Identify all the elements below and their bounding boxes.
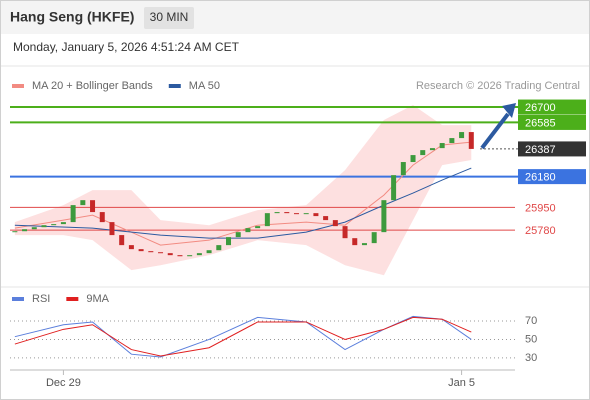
candle (196, 253, 202, 256)
candle (128, 245, 134, 250)
trend-arrow (480, 112, 510, 150)
candle (255, 226, 261, 229)
candle (226, 237, 232, 246)
credit: Research © 2026 Trading Central (416, 80, 580, 92)
legend-label: MA 20 + Bollinger Bands (32, 80, 153, 92)
bollinger-band (14, 105, 472, 276)
candle (332, 220, 338, 227)
plot: MA 20 + Bollinger Bands MA 50 26700 26585 26… (1, 80, 589, 389)
candle (274, 212, 280, 214)
candle (177, 255, 183, 257)
candle (99, 212, 105, 223)
candle (293, 213, 299, 215)
legend-swatch (12, 297, 24, 301)
legend-label: RSI (32, 293, 50, 305)
candle (245, 228, 251, 233)
level-box (518, 141, 586, 157)
candle (41, 225, 47, 228)
candle (459, 132, 465, 139)
candle (119, 235, 125, 246)
candle (313, 213, 319, 217)
candle (468, 132, 474, 149)
y-tick-label: 30 (525, 352, 537, 364)
candle (439, 143, 445, 149)
header-bar (1, 1, 589, 34)
x-tick-label: Jan 5 (448, 377, 475, 389)
level-box (518, 114, 586, 130)
candle (429, 148, 435, 151)
y-tick-label: 50 (525, 333, 537, 345)
level-label: 26700 (525, 102, 556, 114)
candle (90, 200, 96, 213)
level-label: 25950 (525, 202, 556, 214)
candle (109, 222, 115, 236)
candle (187, 255, 193, 257)
candle (167, 253, 173, 256)
legend-swatch (168, 84, 181, 88)
level-label: 26180 (525, 172, 556, 184)
trend-arrow-head (502, 103, 516, 118)
candle (31, 227, 37, 230)
legend-swatch (66, 297, 79, 301)
candle (80, 200, 86, 206)
level-label: 26387 (525, 144, 556, 156)
timestamp: Monday, January 5, 2026 4:51:24 AM CET (13, 40, 240, 54)
candle (323, 216, 329, 221)
candle (70, 205, 76, 223)
candle (352, 238, 358, 246)
interval: 30 MIN (150, 10, 189, 24)
title: Hang Seng (HKFE) (10, 9, 134, 25)
candle (381, 200, 387, 233)
rsi-line (14, 316, 472, 357)
candle (371, 232, 377, 244)
candle (420, 150, 426, 156)
candle (235, 232, 241, 238)
candle (138, 249, 144, 252)
candle (148, 251, 154, 253)
y-tick-label: 70 (525, 315, 537, 327)
candle (264, 213, 270, 227)
ma-line (14, 167, 472, 239)
candle (342, 226, 348, 239)
candle (22, 229, 28, 232)
candle (158, 252, 164, 254)
interval-badge (144, 7, 194, 29)
candle (60, 222, 66, 225)
legend-swatch (12, 84, 24, 88)
candle (51, 224, 57, 226)
candle (400, 162, 406, 176)
candle (284, 212, 290, 214)
level-label: 25780 (525, 225, 556, 237)
x-tick-label: Dec 29 (46, 377, 81, 389)
candle (12, 231, 18, 233)
candle (206, 250, 212, 254)
legend-label: 9MA (86, 293, 109, 305)
candle (303, 213, 309, 215)
level-label: 26585 (525, 117, 556, 129)
candle (391, 175, 397, 201)
ma-line (14, 141, 472, 246)
candle (410, 155, 416, 163)
rsi-line (14, 315, 472, 358)
level-box (518, 99, 586, 115)
candle (449, 138, 455, 144)
candle (361, 243, 367, 246)
legend-label: MA 50 (189, 80, 220, 92)
level-box (518, 169, 586, 185)
candle (216, 245, 222, 251)
